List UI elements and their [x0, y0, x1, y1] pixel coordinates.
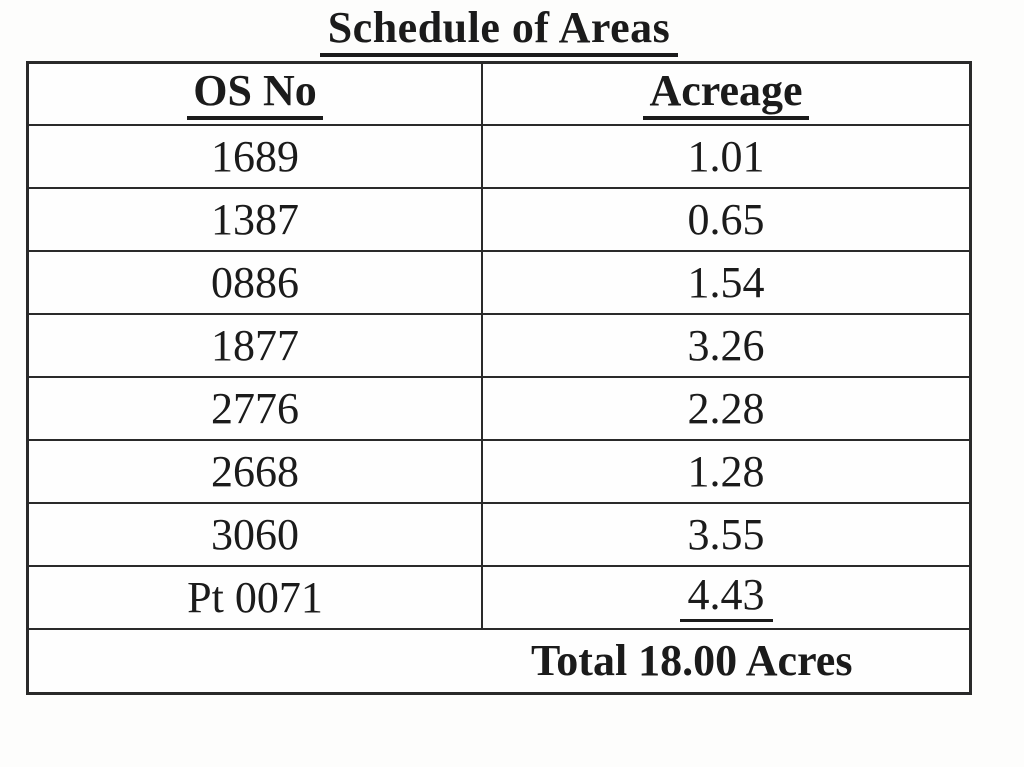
- os-no-cell: 2668: [29, 441, 484, 502]
- os-no-cell: 1689: [29, 126, 484, 187]
- os-no-header-cell: OS No: [29, 64, 484, 124]
- table-row: 1689 1.01: [29, 126, 969, 189]
- os-no-cell: 1387: [29, 189, 484, 250]
- acreage-value: 1.01: [687, 131, 765, 181]
- acreage-cell: 4.43: [483, 567, 969, 628]
- os-no-value: 0886: [211, 257, 299, 307]
- schedule-table: OS No Acreage 1689 1.01 1387 0.65 0: [26, 61, 972, 695]
- os-no-value: Pt 0071: [187, 572, 323, 622]
- os-no-value: 1387: [211, 194, 299, 244]
- acreage-value-underlined: 4.43: [679, 573, 773, 622]
- acreage-cell: 1.28: [483, 441, 969, 502]
- acreage-cell: 0.65: [483, 189, 969, 250]
- os-no-cell: Pt 0071: [29, 567, 484, 628]
- table-row: 1387 0.65: [29, 189, 969, 252]
- page-title: Schedule of Areas: [319, 4, 679, 58]
- acreage-value: 1.28: [687, 446, 765, 496]
- acreage-header: Acreage: [643, 68, 809, 120]
- os-no-cell: 3060: [29, 504, 484, 565]
- os-no-cell: 1877: [29, 315, 484, 376]
- header-row: OS No Acreage: [29, 64, 969, 126]
- table-row: 3060 3.55: [29, 504, 969, 567]
- acreage-cell: 1.54: [483, 252, 969, 313]
- acreage-value: 0.65: [687, 194, 765, 244]
- acreage-cell: 1.01: [483, 126, 969, 187]
- table-row: 1877 3.26: [29, 315, 969, 378]
- title-wrap: Schedule of Areas: [26, 4, 972, 58]
- acreage-header-cell: Acreage: [483, 64, 969, 124]
- os-no-cell: 2776: [29, 378, 484, 439]
- os-no-value: 1689: [211, 131, 299, 181]
- total-row: Total 18.00 Acres: [29, 630, 969, 692]
- acreage-cell: 3.55: [483, 504, 969, 565]
- acreage-value: 2.28: [687, 383, 765, 433]
- table-row: 2668 1.28: [29, 441, 969, 504]
- acreage-value: 3.26: [687, 320, 765, 370]
- acreage-cell: 3.26: [483, 315, 969, 376]
- os-no-value: 1877: [211, 320, 299, 370]
- os-no-cell: 0886: [29, 252, 484, 313]
- acreage-cell: 2.28: [483, 378, 969, 439]
- os-no-value: 2668: [211, 446, 299, 496]
- acreage-value: 3.55: [687, 509, 765, 559]
- os-no-value: 2776: [211, 383, 299, 433]
- os-no-value: 3060: [211, 509, 299, 559]
- os-no-header: OS No: [187, 68, 323, 120]
- table-row: 0886 1.54: [29, 252, 969, 315]
- acreage-value: 1.54: [687, 257, 765, 307]
- table-row: 2776 2.28: [29, 378, 969, 441]
- table-row: Pt 0071 4.43: [29, 567, 969, 630]
- total-label: Total 18.00 Acres: [531, 636, 853, 685]
